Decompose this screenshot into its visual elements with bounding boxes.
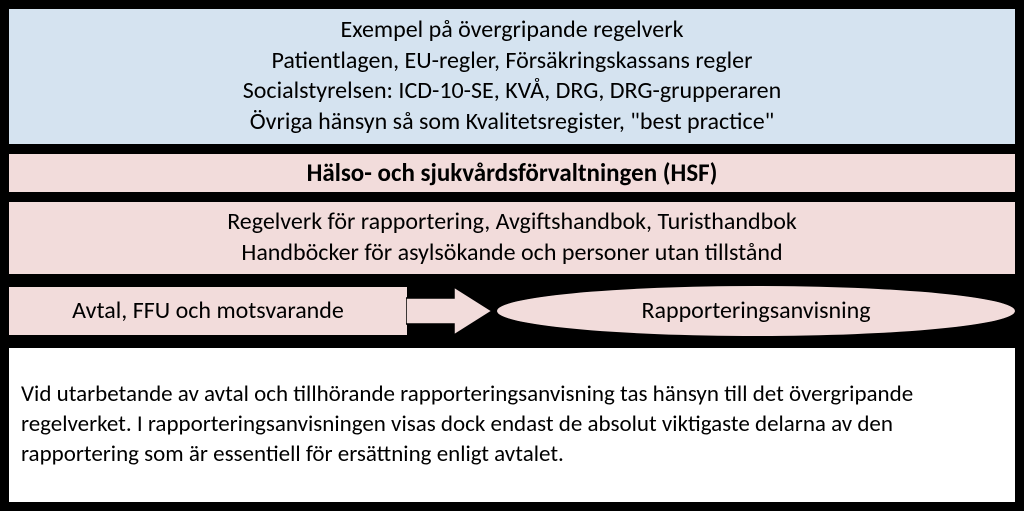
handbooks-box: Regelverk för rapportering, Avgiftshandb…	[8, 201, 1016, 275]
arrow-shape	[406, 287, 492, 335]
bottom-note-text: Vid utarbetande av avtal och tillhörande…	[21, 380, 1003, 470]
handbooks-line-2: Handböcker för asylsökande och personer …	[241, 238, 782, 269]
flow-arrow	[406, 283, 496, 339]
hsf-title-text: Hälso- och sjukvårdsförvaltningen (HSF)	[307, 157, 718, 188]
flow-left-text: Avtal, FFU och motsvarande	[72, 296, 344, 325]
top-line-2: Patientlagen, EU-regler, Försäkringskass…	[272, 46, 753, 77]
top-line-4: Övriga hänsyn så som Kvalitetsregister, …	[250, 107, 775, 138]
top-line-3: Socialstyrelsen: ICD-10-SE, KVÅ, DRG, DR…	[243, 76, 781, 107]
top-regulations-box: Exempel på övergripande regelverk Patien…	[8, 8, 1016, 145]
handbooks-line-1: Regelverk för rapportering, Avgiftshandb…	[227, 207, 797, 238]
hsf-title-box: Hälso- och sjukvårdsförvaltningen (HSF)	[8, 153, 1016, 193]
top-line-1: Exempel på övergripande regelverk	[341, 15, 684, 46]
flow-row: Avtal, FFU och motsvarande Rapporterings…	[8, 283, 1016, 339]
bottom-note-box: Vid utarbetande av avtal och tillhörande…	[8, 347, 1016, 503]
flow-right-text: Rapporteringsanvisning	[641, 296, 870, 325]
flow-left-box: Avtal, FFU och motsvarande	[8, 286, 408, 336]
flow-right-ellipse: Rapporteringsanvisning	[496, 285, 1016, 337]
arrow-icon	[406, 283, 496, 339]
diagram-frame: Exempel på övergripande regelverk Patien…	[0, 0, 1024, 511]
